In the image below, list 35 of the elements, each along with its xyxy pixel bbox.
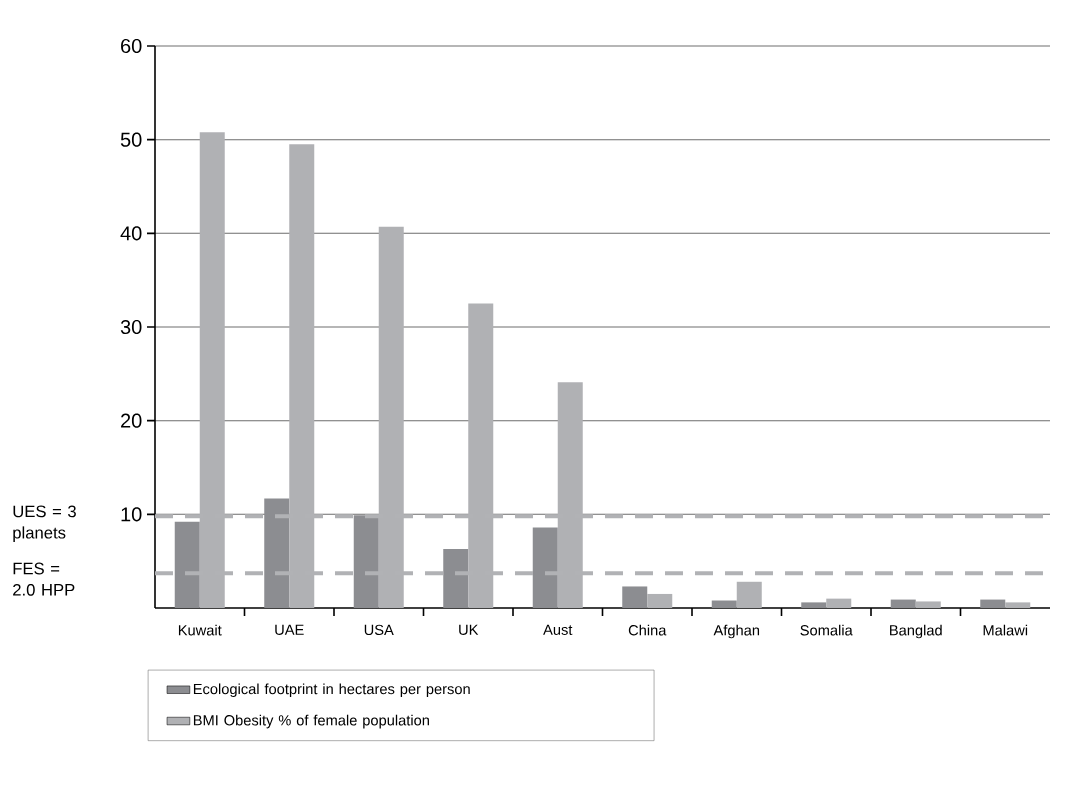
bar xyxy=(174,521,200,608)
bar xyxy=(443,548,469,608)
bar xyxy=(980,599,1006,608)
y-tick-label: 60 xyxy=(121,38,142,54)
x-tick-label: Somalia xyxy=(800,624,853,636)
text: FES = 2.0 HPP xyxy=(13,562,75,596)
bar xyxy=(264,498,290,608)
bar xyxy=(801,602,827,608)
y-tick-label: 10 xyxy=(121,507,142,522)
x-tick-label: China xyxy=(628,624,667,636)
bar xyxy=(890,599,916,608)
y-tick-label: 20 xyxy=(121,413,142,428)
bar xyxy=(1005,602,1031,608)
x-tick-label: Banglad xyxy=(890,624,942,639)
y-tick-label: 30 xyxy=(120,319,142,335)
bar xyxy=(353,515,379,608)
x-tick-label: UAE xyxy=(275,624,304,635)
x-tick-label: Malawi xyxy=(983,624,1028,636)
legend-label: Ecological footprint in hectares per person xyxy=(193,683,470,698)
bar xyxy=(647,593,673,608)
text: UES = 3 planets xyxy=(13,505,76,542)
bar xyxy=(826,598,852,608)
x-tick-label: Afghan xyxy=(713,624,760,639)
x-tick-label: Kuwait xyxy=(178,624,222,636)
y-tick-label: 40 xyxy=(120,226,142,241)
x-tick-label: Aust xyxy=(543,624,573,635)
x-tick-label: USA xyxy=(364,624,394,636)
y-tick-label: 50 xyxy=(120,132,142,147)
bar xyxy=(711,600,737,608)
legend-label: BMI Obesity % of female population xyxy=(193,714,429,729)
x-tick-label: UK xyxy=(459,624,479,635)
bar xyxy=(915,601,941,608)
bar xyxy=(736,581,762,608)
bar xyxy=(622,586,648,608)
bar xyxy=(532,527,558,608)
